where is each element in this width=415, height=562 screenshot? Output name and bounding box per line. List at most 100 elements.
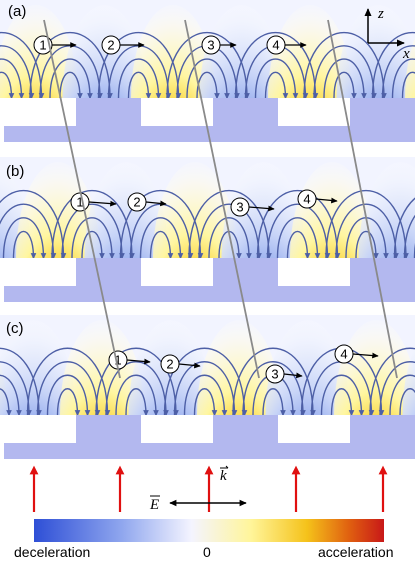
substrate-gap [4,258,76,286]
svg-text:3: 3 [271,367,278,382]
field-line [403,214,415,258]
substrate-gap [4,415,76,443]
field-line [0,45,35,98]
field-line [333,71,357,98]
substrate-edge [0,302,415,306]
colorbar-gradient [34,519,384,542]
field-line [276,217,321,258]
field-line [355,230,379,258]
acceleration-lobe [405,37,415,98]
particle-marker-3: 3 [201,35,237,55]
field-line [401,71,415,98]
svg-text:2: 2 [133,195,140,210]
field-line [97,31,182,98]
acceleration-lobe [290,162,374,258]
particle-marker-2: 2 [160,354,201,374]
deceleration-lobe [221,162,306,258]
field-line [105,361,169,415]
field-line [39,45,103,98]
svg-text:1: 1 [114,353,121,368]
field-map [0,157,415,258]
field-line [26,347,111,415]
polarization-indicator: k E [149,465,247,513]
svg-text:3: 3 [207,38,214,53]
field-line [183,374,228,415]
panel-b: (b) 1 2 3 4 [0,157,415,306]
acceleration-lobe [153,162,237,258]
svg-text:1: 1 [39,38,46,53]
panel-label: (b) [6,163,24,180]
field-line [127,71,152,98]
deceleration-lobe [358,162,415,258]
field-line [36,361,101,415]
acceleration-lobe [197,320,281,415]
field-line [303,31,387,98]
particle-marker-3: 3 [230,197,275,217]
tracer-line-3 [327,19,398,379]
substrate [0,258,415,306]
deceleration-lobe [199,4,284,98]
field-map [0,0,415,98]
field-line [0,361,32,415]
e-vector-label: E [149,497,159,513]
field-line [196,71,220,98]
field-line [12,230,37,258]
field-line [46,374,91,415]
incident-arrows [29,465,388,512]
field-line [369,347,415,415]
field-line [399,388,415,415]
field-line [254,58,299,98]
field-line [381,45,415,98]
field-line [286,230,311,258]
field-line [163,347,248,415]
field-line [125,388,149,415]
acceleration-lobe [334,320,415,415]
substrate-gap [278,258,350,286]
field-line [313,45,377,98]
field-line [232,347,316,415]
field-line [56,388,81,415]
field-line [59,71,83,98]
particle-marker-2: 2 [101,35,145,55]
colorbar-label-deceleration: deceleration [14,544,90,560]
field-line [166,31,250,98]
field-line [49,58,93,98]
field-lines [0,347,415,415]
colorbar-label-zero: 0 [203,544,211,560]
field-line [61,203,125,258]
acceleration-lobe [131,4,215,98]
field-line [389,374,415,415]
z-axis-label: z [377,6,384,22]
substrate [0,415,415,463]
colorbar-label-acceleration: acceleration [318,544,394,560]
svg-text:4: 4 [303,192,310,207]
deceleration-lobe [84,162,169,258]
field-line [325,190,409,258]
field-line [0,58,25,98]
svg-text:4: 4 [272,38,279,53]
colorbar: deceleration 0 acceleration [14,519,394,560]
panel-label: (c) [6,320,24,337]
particle-marker-2: 2 [127,192,167,212]
substrate-gap [141,415,213,443]
field-line [115,374,159,415]
svg-text:2: 2 [166,357,173,372]
svg-text:2: 2 [107,38,114,53]
panel-c: (c) 1 2 3 4 [0,315,415,463]
k-vector-arrowhead [225,465,229,469]
field-lines [0,190,415,258]
field-line [81,230,105,258]
field-line [262,388,286,415]
substrate-edge [0,459,415,463]
field-line [173,361,238,415]
field-line [330,388,355,415]
field-line [0,388,12,415]
deceleration-lobe [265,320,350,415]
field-line [149,230,174,258]
field-line [242,361,306,415]
tracer-line-2 [184,19,260,379]
field-line [335,203,399,258]
panel-a: (a) 1 2 3 4 [0,0,415,146]
tracer-line-1 [43,19,121,379]
particle-marker-3: 3 [265,364,303,384]
